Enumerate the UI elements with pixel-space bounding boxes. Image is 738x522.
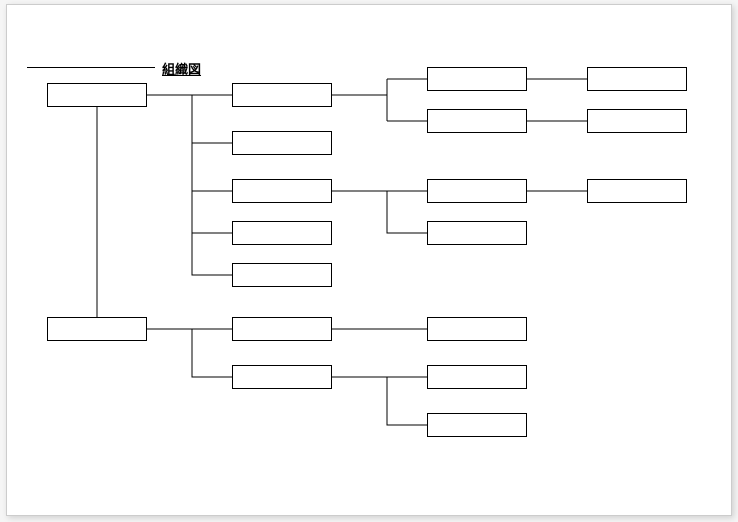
org-node <box>427 317 527 341</box>
org-node <box>427 413 527 437</box>
org-node <box>232 179 332 203</box>
org-node <box>427 221 527 245</box>
org-node <box>587 109 687 133</box>
org-node <box>47 83 147 107</box>
org-node <box>232 221 332 245</box>
org-node <box>232 131 332 155</box>
org-node <box>232 365 332 389</box>
org-edge <box>387 191 427 233</box>
org-node <box>232 83 332 107</box>
org-node <box>232 263 332 287</box>
org-edge <box>192 95 232 275</box>
org-node <box>587 179 687 203</box>
org-node <box>427 109 527 133</box>
org-node <box>232 317 332 341</box>
org-node <box>427 179 527 203</box>
page-frame: 組織図 <box>6 4 732 516</box>
org-node <box>587 67 687 91</box>
org-node <box>427 365 527 389</box>
org-edge <box>192 329 232 377</box>
org-edge <box>387 377 427 425</box>
org-node <box>427 67 527 91</box>
org-node <box>47 317 147 341</box>
